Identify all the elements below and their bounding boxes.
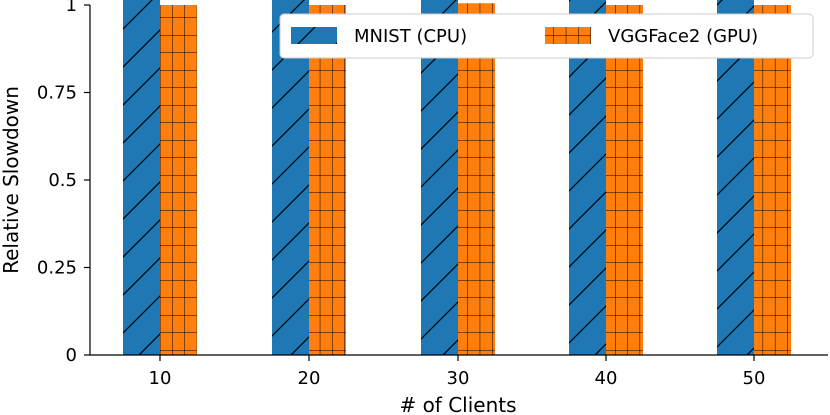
bar-mnist-10 <box>123 0 160 355</box>
bar-mnist-50 <box>717 0 754 355</box>
legend: MNIST (CPU) VGGFace2 (GPU) <box>279 13 814 59</box>
bar-vggface2-50 <box>754 5 791 355</box>
bar-hatch <box>272 0 309 355</box>
bar-hatch <box>569 0 606 355</box>
bar-vggface2-40 <box>606 5 643 355</box>
y-tick-label: 0.5 <box>48 170 77 191</box>
bar-mnist-20 <box>272 0 309 355</box>
bars-group <box>123 0 791 355</box>
x-axis-label: # of Clients <box>399 393 516 415</box>
bar-hatch <box>606 5 643 355</box>
x-tick-label: 50 <box>743 368 766 389</box>
x-tick-label: 10 <box>149 368 172 389</box>
bar-hatch <box>160 5 197 355</box>
x-ticks-group: 10 20 30 40 50 <box>149 355 766 389</box>
legend-swatch-vggface2-hatch <box>545 27 591 44</box>
x-tick-label: 30 <box>447 368 470 389</box>
bar-hatch <box>123 0 160 355</box>
bar-hatch <box>458 3 495 355</box>
bar-vggface2-30 <box>458 3 495 355</box>
bar-hatch <box>754 5 791 355</box>
y-tick-label: 0.75 <box>37 83 77 104</box>
bar-vggface2-10 <box>160 5 197 355</box>
x-tick-label: 20 <box>298 368 321 389</box>
bar-vggface2-20 <box>309 5 346 355</box>
bar-mnist-40 <box>569 0 606 355</box>
legend-label-mnist: MNIST (CPU) <box>354 26 467 47</box>
bar-hatch <box>717 0 754 355</box>
bar-mnist-30 <box>421 0 458 355</box>
bar-hatch <box>309 5 346 355</box>
x-tick-label: 40 <box>595 368 618 389</box>
legend-label-vggface2: VGGFace2 (GPU) <box>608 26 758 47</box>
y-tick-label: 1 <box>66 0 77 16</box>
bar-hatch <box>421 0 458 355</box>
y-axis-label: Relative Slowdown <box>0 86 23 274</box>
legend-swatch-mnist-hatch <box>291 27 337 44</box>
y-tick-label: 0 <box>66 345 77 366</box>
y-tick-label: 0.25 <box>37 258 77 279</box>
